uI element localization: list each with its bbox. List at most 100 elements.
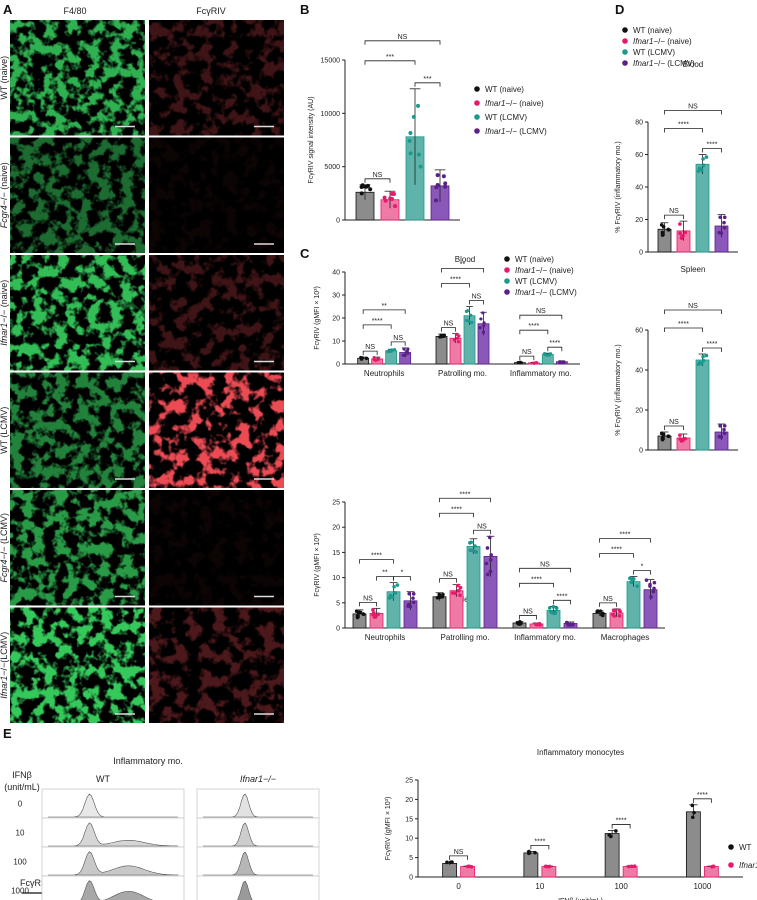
histogram-ko-header: Ifnar1−/−	[240, 774, 276, 784]
category-label: 100	[614, 882, 628, 891]
legend-entry: WT (naive)	[633, 26, 672, 35]
bar	[432, 596, 447, 629]
flow-histograms: Inflammatory mo. WT Ifnar1−/− IFNβ (unit…	[4, 756, 320, 900]
data-point	[371, 608, 375, 612]
bar	[685, 811, 701, 878]
bar	[604, 833, 620, 878]
data-point	[690, 803, 695, 808]
data-point	[611, 608, 616, 613]
legend-entry: Ifnar1−/− (LCMV)	[515, 288, 577, 297]
data-point	[383, 198, 388, 203]
legend-entry: WT (naive)	[485, 85, 524, 94]
data-point	[455, 583, 460, 588]
significance-label: NS	[373, 172, 383, 179]
bar	[541, 866, 557, 878]
significance-label: *	[401, 570, 404, 577]
y-tick-label: 15000	[321, 58, 341, 65]
data-point	[365, 356, 369, 360]
significance-bracket	[553, 599, 571, 605]
significance-bracket	[519, 355, 535, 361]
data-point	[683, 436, 688, 441]
data-point	[360, 183, 365, 188]
dose-label: 0	[18, 800, 23, 809]
significance-label: ****	[371, 553, 382, 560]
legend-marker	[622, 60, 628, 66]
legend-marker	[622, 38, 628, 44]
significance-bracket	[664, 110, 722, 115]
data-point	[440, 595, 445, 599]
dose-label: 100	[13, 858, 27, 867]
significance-bracket	[599, 602, 617, 607]
significance-bracket	[599, 553, 634, 558]
data-point	[467, 319, 471, 323]
chart-d-spleen: 0 20 40 60 % FcγRIV (inflammatory mo.) Spleen…	[615, 265, 738, 455]
significance-bracket	[439, 578, 457, 583]
significance-bracket	[473, 529, 491, 535]
data-point	[651, 589, 656, 594]
data-point	[722, 431, 727, 436]
data-point	[479, 317, 483, 321]
data-point	[722, 424, 727, 428]
data-point	[652, 580, 657, 585]
bar	[466, 545, 481, 629]
data-point	[648, 582, 652, 587]
data-point	[629, 864, 634, 869]
legend-c: WT (naive) Ifnar1−/− (naive) WT (LCMV) Ifna…	[504, 255, 577, 297]
data-point	[679, 236, 684, 240]
data-point	[627, 864, 631, 869]
y-tick-label: 40	[332, 270, 340, 277]
significance-bracket	[359, 601, 377, 607]
significance-bracket	[441, 327, 456, 332]
data-point	[564, 620, 569, 625]
significance-label: ****	[620, 532, 631, 539]
significance-label: ****	[534, 838, 545, 845]
significance-bracket	[519, 329, 549, 335]
data-point	[416, 152, 421, 157]
data-point	[551, 605, 556, 609]
significance-bracket	[664, 128, 703, 133]
stain-fcgriv-1	[149, 20, 284, 136]
column-header-f480: F4/80	[63, 6, 86, 16]
data-point	[485, 572, 490, 577]
data-point	[469, 540, 474, 545]
stain-f480-4	[10, 372, 145, 488]
data-point	[434, 185, 439, 190]
data-point	[722, 220, 726, 225]
data-point	[465, 309, 470, 313]
data-point	[690, 815, 695, 820]
significance-label: NS	[688, 303, 698, 310]
y-tick-label: 60	[635, 328, 643, 335]
significance-label: NS	[363, 595, 373, 602]
stain-fcgriv-5	[149, 490, 284, 606]
chart-title: Blood	[455, 255, 475, 264]
stain-f480-5	[10, 490, 145, 606]
data-point	[697, 360, 702, 365]
dose-label: 1000	[11, 887, 29, 896]
x-axis-label: IFNβ (unit/mL)	[558, 898, 603, 900]
significance-label: ***	[386, 54, 394, 61]
significance-bracket	[362, 309, 406, 314]
chart-c-blood: 0 10 20 30 40 FcγRIV (gMFI × 10³) Blood Neutrop…	[314, 255, 580, 378]
data-point	[411, 600, 416, 605]
data-point	[532, 361, 537, 365]
data-point	[652, 586, 656, 591]
legend-entry: WT	[739, 843, 752, 852]
legend-marker	[622, 49, 628, 55]
y-tick-label: 0	[336, 218, 340, 225]
data-point	[535, 622, 540, 627]
data-point	[355, 614, 360, 618]
data-point	[558, 360, 562, 364]
y-tick-label: 0	[639, 250, 643, 257]
y-tick-label: 0	[336, 626, 340, 633]
data-point	[562, 360, 566, 365]
legend-marker	[504, 267, 510, 273]
significance-bracket	[519, 567, 571, 573]
ifn-axis-label: IFNβ	[12, 770, 32, 780]
y-axis-label: FcγRIV (gMFI × 10³)	[314, 533, 321, 597]
significance-bracket	[376, 576, 394, 581]
data-point	[441, 174, 446, 179]
significance-label: ****	[707, 142, 718, 149]
data-point	[489, 553, 493, 557]
significance-label: NS	[443, 572, 453, 579]
